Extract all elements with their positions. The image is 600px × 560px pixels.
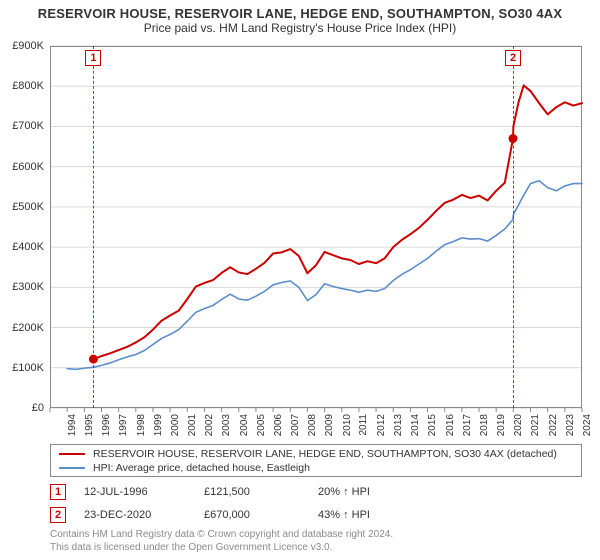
xtick-label: 2007 bbox=[290, 414, 301, 436]
sales-table-price: £670,000 bbox=[204, 509, 318, 521]
legend-swatch bbox=[59, 453, 85, 455]
sales-table-delta: 43% ↑ HPI bbox=[318, 509, 408, 521]
sales-table-date: 12-JUL-1996 bbox=[84, 486, 204, 498]
xtick-label: 2020 bbox=[513, 414, 524, 436]
ytick-label: £300K bbox=[0, 281, 44, 293]
plot-border bbox=[51, 47, 582, 408]
sale-marker-dash bbox=[513, 46, 514, 408]
chart-subtitle: Price paid vs. HM Land Registry's House … bbox=[0, 21, 600, 35]
sales-table-marker-cell: 1 bbox=[50, 484, 84, 500]
sale-marker-dash bbox=[93, 46, 94, 408]
xtick-label: 2017 bbox=[461, 414, 472, 436]
sales-table-row: 1 12-JUL-1996£121,50020% ↑ HPI bbox=[50, 482, 582, 502]
ytick-label: £400K bbox=[0, 241, 44, 253]
xtick-label: 2010 bbox=[341, 414, 352, 436]
xtick-label: 2002 bbox=[204, 414, 215, 436]
legend-label: RESERVOIR HOUSE, RESERVOIR LANE, HEDGE E… bbox=[93, 448, 557, 460]
ytick-label: £500K bbox=[0, 201, 44, 213]
xtick-label: 2000 bbox=[170, 414, 181, 436]
xtick-label: 2023 bbox=[564, 414, 575, 436]
sale-marker-box: 1 bbox=[85, 50, 101, 66]
attribution-footer: Contains HM Land Registry data © Crown c… bbox=[50, 528, 582, 554]
sales-table-row: 2 23-DEC-2020£670,00043% ↑ HPI bbox=[50, 505, 582, 525]
xtick-label: 2008 bbox=[307, 414, 318, 436]
plot-svg bbox=[50, 46, 582, 414]
xtick-label: 2024 bbox=[582, 414, 593, 436]
sales-table-marker-box: 1 bbox=[50, 484, 66, 500]
xtick-label: 2016 bbox=[444, 414, 455, 436]
xtick-label: 1995 bbox=[84, 414, 95, 436]
ytick-label: £700K bbox=[0, 120, 44, 132]
legend-label: HPI: Average price, detached house, East… bbox=[93, 462, 310, 474]
sale-marker-box: 2 bbox=[505, 50, 521, 66]
xtick-label: 2001 bbox=[187, 414, 198, 436]
sales-table-marker-box: 2 bbox=[50, 507, 66, 523]
xtick-label: 2013 bbox=[393, 414, 404, 436]
xtick-label: 2015 bbox=[427, 414, 438, 436]
sales-table-date: 23-DEC-2020 bbox=[84, 509, 204, 521]
xtick-label: 2022 bbox=[547, 414, 558, 436]
series-line-hpi bbox=[67, 181, 582, 370]
legend-swatch bbox=[59, 467, 85, 469]
chart-area: £0£100K£200K£300K£400K£500K£600K£700K£80… bbox=[50, 46, 582, 408]
footer-line: Contains HM Land Registry data © Crown c… bbox=[50, 528, 582, 541]
footer-line: This data is licensed under the Open Gov… bbox=[50, 541, 582, 554]
ytick-label: £0 bbox=[0, 402, 44, 414]
xtick-label: 2005 bbox=[256, 414, 267, 436]
xtick-label: 2019 bbox=[496, 414, 507, 436]
xtick-label: 1996 bbox=[101, 414, 112, 436]
sales-table-delta: 20% ↑ HPI bbox=[318, 486, 408, 498]
legend-row-hpi: HPI: Average price, detached house, East… bbox=[59, 462, 573, 474]
xtick-label: 1997 bbox=[118, 414, 129, 436]
title-line-1: RESERVOIR HOUSE, RESERVOIR LANE, HEDGE E… bbox=[38, 6, 562, 21]
xtick-label: 2018 bbox=[479, 414, 490, 436]
sales-table: 1 12-JUL-1996£121,50020% ↑ HPI 2 23-DEC-202… bbox=[50, 482, 582, 525]
xtick-label: 2011 bbox=[358, 414, 369, 436]
ytick-label: £900K bbox=[0, 40, 44, 52]
chart-title: RESERVOIR HOUSE, RESERVOIR LANE, HEDGE E… bbox=[0, 0, 600, 21]
xtick-label: 1999 bbox=[153, 414, 164, 436]
xtick-label: 1994 bbox=[67, 414, 78, 436]
legend: RESERVOIR HOUSE, RESERVOIR LANE, HEDGE E… bbox=[50, 444, 582, 477]
xtick-label: 2004 bbox=[238, 414, 249, 436]
sales-table-marker-cell: 2 bbox=[50, 507, 84, 523]
legend-row-price-paid: RESERVOIR HOUSE, RESERVOIR LANE, HEDGE E… bbox=[59, 448, 573, 460]
xtick-label: 2006 bbox=[273, 414, 284, 436]
title-line-2: Price paid vs. HM Land Registry's House … bbox=[144, 21, 456, 35]
ytick-label: £200K bbox=[0, 322, 44, 334]
xtick-label: 2009 bbox=[324, 414, 335, 436]
ytick-label: £800K bbox=[0, 80, 44, 92]
xtick-label: 2014 bbox=[410, 414, 421, 436]
xtick-label: 1998 bbox=[135, 414, 146, 436]
xtick-label: 2003 bbox=[221, 414, 232, 436]
xtick-label: 2021 bbox=[530, 414, 541, 436]
ytick-label: £600K bbox=[0, 161, 44, 173]
sales-table-price: £121,500 bbox=[204, 486, 318, 498]
ytick-label: £100K bbox=[0, 362, 44, 374]
xtick-label: 2012 bbox=[376, 414, 387, 436]
